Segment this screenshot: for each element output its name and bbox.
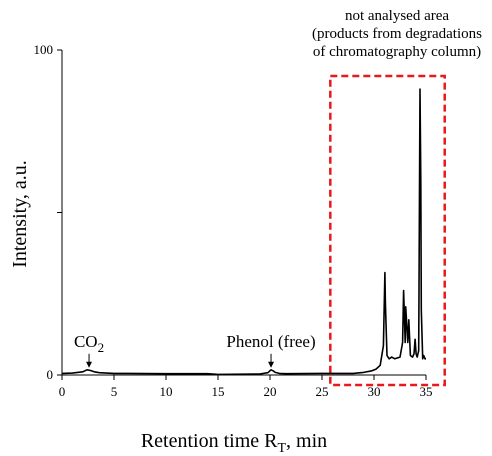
not-analysed-region-box: [329, 74, 446, 387]
annotation-label-subscript: 2: [98, 340, 105, 355]
annotation-arrow-head: [86, 361, 93, 368]
x-tick-label: 20: [264, 384, 277, 399]
annotations: CO2 Phenol (free): [74, 332, 316, 368]
annotation-label-text: CO: [74, 332, 98, 351]
region-label-line: not analysed area: [345, 8, 449, 24]
series-group: [61, 88, 426, 376]
annotation-label: Phenol (free): [226, 332, 315, 351]
x-tick-label: 5: [111, 384, 118, 399]
annotation-label-text: Phenol (free): [226, 332, 315, 351]
region-label-line: of chromatography column): [313, 44, 481, 60]
region-label-line: (products from degradations: [312, 26, 482, 42]
axes: [61, 50, 426, 376]
x-tick-label: 0: [59, 384, 66, 399]
x-axis-label-main: Retention time R: [141, 430, 278, 452]
x-axis-label: Retention time RT, min: [141, 430, 327, 456]
y-tick-label: 100: [34, 42, 54, 57]
series-line: [61, 88, 426, 376]
x-axis-label-subscript: T: [277, 441, 286, 456]
x-tick-label: 35: [420, 384, 433, 399]
x-tick-label: 25: [316, 384, 329, 399]
annotation-arrow-head: [268, 361, 275, 368]
not-analysed-region: not analysed area (products from degradat…: [312, 8, 482, 387]
x-tick-label: 15: [212, 384, 225, 399]
x-tick-label: 10: [160, 384, 173, 399]
ticks: 0 5 10 15 20 25 30 35 0 100: [34, 42, 433, 399]
x-axis-label-suffix: , min: [286, 430, 327, 452]
annotation-label: CO2: [74, 332, 104, 355]
x-tick-label: 30: [368, 384, 381, 399]
y-tick-label: 0: [47, 367, 54, 382]
y-axis-label: Intensity, a.u.: [9, 160, 31, 268]
